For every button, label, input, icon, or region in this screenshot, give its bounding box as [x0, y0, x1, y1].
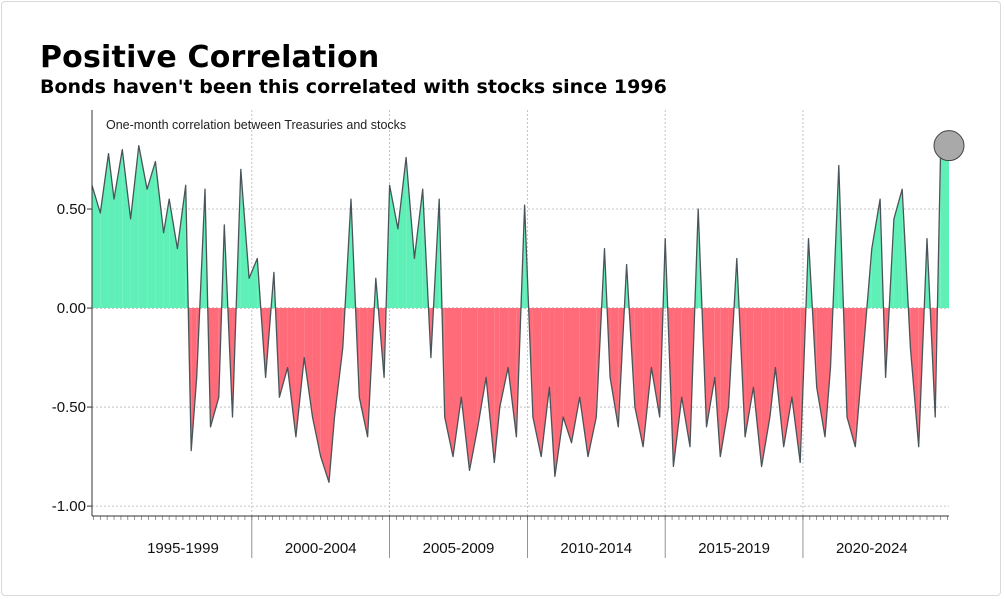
negative-area-segment: [328, 308, 335, 483]
chart-annotation: One-month correlation between Treasuries…: [106, 118, 406, 132]
negative-area-segment: [634, 308, 644, 447]
y-tick-label: -0.50: [52, 399, 86, 416]
axis-layer: 0.50 0.00 -0.50 -1.00 1995-1999 2000-2004 2005…: [52, 110, 949, 558]
negative-area-segment: [775, 308, 784, 447]
positive-area-segment: [100, 153, 109, 309]
positive-area-segment: [389, 185, 398, 309]
negative-area-segment: [477, 308, 487, 427]
negative-area-segment: [681, 308, 690, 447]
negative-area-segment: [651, 308, 660, 417]
negative-area-segment: [571, 308, 580, 443]
negative-area-segment: [563, 308, 572, 443]
negative-area-segment: [486, 308, 495, 463]
x-group-label: 1995-1999: [147, 540, 219, 557]
negative-area-segment: [508, 308, 517, 437]
negative-area-segment: [554, 308, 564, 477]
negative-area-segment: [279, 308, 288, 398]
x-group-label: 2005-2009: [423, 540, 495, 557]
chart-subtitle: Bonds haven't been this correlated with …: [40, 76, 667, 98]
positive-area-segment: [169, 199, 178, 309]
negative-area-segment: [816, 308, 825, 437]
negative-area-segment: [910, 308, 919, 447]
positive-area-segment: [122, 149, 131, 309]
negative-area-segment: [295, 308, 305, 437]
y-tick-label: 0.50: [57, 201, 86, 218]
negative-area-segment: [783, 308, 792, 447]
positive-area-segment: [138, 145, 148, 309]
negative-area-segment: [769, 308, 776, 417]
negative-area-segment: [452, 308, 462, 457]
positive-area-segment: [147, 161, 156, 309]
y-tick-label: -1.00: [52, 498, 86, 515]
positive-area-segment: [893, 189, 903, 309]
negative-area-segment: [549, 308, 555, 477]
negative-area-segment: [334, 308, 343, 417]
x-group-label: 2020-2024: [836, 540, 908, 557]
negative-area-segment: [541, 308, 550, 457]
positive-area-segment: [397, 157, 407, 309]
line-layer: [91, 144, 949, 483]
latest-value-marker: [933, 130, 965, 162]
negative-area-segment: [191, 308, 197, 451]
negative-area-segment: [461, 308, 470, 471]
positive-area-segment: [249, 258, 258, 309]
x-group-label: 2000-2004: [285, 540, 357, 557]
positive-area-segment: [406, 157, 415, 309]
negative-area-segment: [312, 308, 321, 457]
positive-area-segment: [130, 145, 139, 309]
negative-area-segment: [320, 308, 329, 483]
negative-area-segment: [706, 308, 715, 427]
negative-area-segment: [753, 308, 762, 467]
y-tick-label: 0.00: [57, 300, 86, 317]
positive-area-segment: [940, 145, 949, 309]
x-group-label: 2015-2019: [698, 540, 770, 557]
positive-area-segment: [871, 199, 881, 309]
positive-area-segment: [92, 185, 101, 309]
chart-title: Positive Correlation: [40, 40, 380, 75]
negative-area-segment: [745, 308, 754, 437]
correlation-line: [91, 144, 949, 483]
negative-area-segment: [532, 308, 542, 457]
negative-area-segment: [673, 308, 682, 467]
negative-area-segment: [304, 308, 313, 417]
positive-area-segment: [155, 161, 164, 309]
negative-area-segment: [588, 308, 597, 457]
negative-area-segment: [610, 308, 619, 427]
marker-layer: [933, 130, 965, 162]
x-group-label: 2010-2014: [560, 540, 632, 557]
negative-area-segment: [824, 308, 831, 437]
negative-area-segment: [855, 308, 864, 447]
positive-area-segment: [414, 189, 423, 309]
negative-area-segment: [494, 308, 500, 463]
negative-area-segment: [847, 308, 856, 447]
negative-area-segment: [714, 308, 721, 457]
negative-area-segment: [444, 308, 453, 457]
negative-area-segment: [720, 308, 729, 457]
positive-area-segment: [177, 185, 186, 309]
negative-area-segment: [643, 308, 652, 447]
negative-area-segment: [287, 308, 296, 437]
negative-area-segment: [579, 308, 589, 457]
negative-area-segment: [791, 308, 801, 463]
negative-area-segment: [499, 308, 509, 408]
negative-area-segment: [469, 308, 478, 471]
negative-area-segment: [210, 308, 219, 427]
